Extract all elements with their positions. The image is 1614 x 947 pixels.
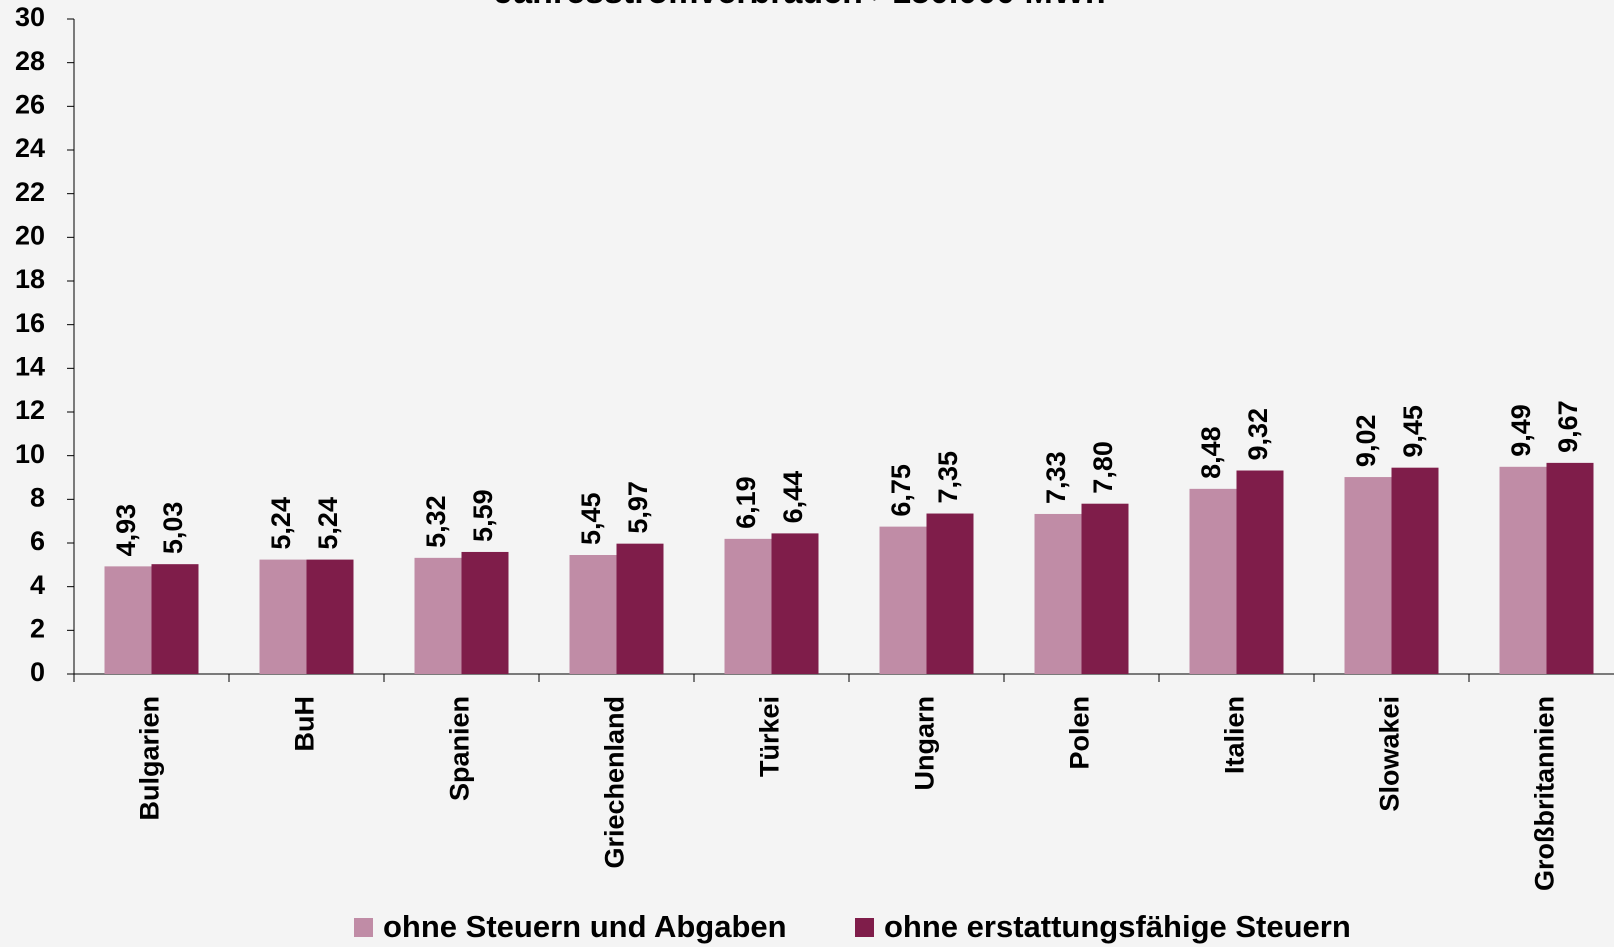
data-label: 9,45 <box>1398 405 1428 458</box>
y-tick-label: 8 <box>30 482 45 512</box>
x-tick-label: Großbritannien <box>1530 696 1560 891</box>
bar <box>724 538 772 674</box>
data-label: 5,24 <box>313 497 343 550</box>
data-label: 5,97 <box>623 481 653 534</box>
x-tick-label: Ungarn <box>910 696 940 791</box>
bar <box>926 513 974 674</box>
bar <box>1081 503 1129 674</box>
y-tick-label: 4 <box>30 570 45 600</box>
x-tick-label: Bulgarien <box>135 696 165 821</box>
legend-swatch <box>354 918 373 937</box>
data-label: 6,75 <box>886 464 916 517</box>
data-label: 7,33 <box>1041 451 1071 504</box>
x-tick-label: Türkei <box>755 696 785 777</box>
chart-title: Jahresstromverbrauch >150.000 MWh <box>494 0 1105 11</box>
legend-label: ohne erstattungsfähige Steuern <box>884 909 1351 944</box>
data-label: 5,03 <box>158 502 188 555</box>
data-label: 8,48 <box>1196 426 1226 479</box>
x-tick-label: Griechenland <box>600 696 630 869</box>
y-tick-label: 24 <box>15 133 45 163</box>
y-tick-label: 0 <box>30 657 45 687</box>
y-tick-label: 12 <box>15 395 45 425</box>
bar <box>1236 470 1284 674</box>
data-label: 9,02 <box>1351 415 1381 468</box>
bar <box>1034 513 1082 674</box>
bar <box>879 526 927 674</box>
x-tick-label: Spanien <box>445 696 475 801</box>
bar <box>414 557 462 674</box>
legend-swatch <box>855 918 874 937</box>
y-tick-label: 22 <box>15 177 45 207</box>
data-label: 6,19 <box>731 476 761 529</box>
y-tick-label: 18 <box>15 264 45 294</box>
data-label: 6,44 <box>778 471 808 524</box>
data-label: 5,59 <box>468 489 498 542</box>
bar <box>461 551 509 674</box>
y-tick-label: 10 <box>15 439 45 469</box>
bar <box>616 543 664 674</box>
bar <box>151 564 199 674</box>
y-tick-label: 20 <box>15 220 45 250</box>
x-tick-label: Polen <box>1065 696 1095 770</box>
y-tick-label: 28 <box>15 46 45 76</box>
bar <box>771 533 819 674</box>
y-tick-label: 30 <box>15 2 45 32</box>
y-tick-label: 16 <box>15 308 45 338</box>
data-label: 5,45 <box>576 492 606 545</box>
y-tick-label: 6 <box>30 526 45 556</box>
y-tick-label: 26 <box>15 89 45 119</box>
data-label: 7,35 <box>933 451 963 504</box>
data-label: 9,32 <box>1243 408 1273 461</box>
data-label: 7,80 <box>1088 441 1118 494</box>
bar <box>259 559 307 674</box>
bar <box>569 555 617 674</box>
bar <box>1344 477 1392 674</box>
legend-label: ohne Steuern und Abgaben <box>383 909 787 944</box>
y-tick-label: 2 <box>30 613 45 643</box>
data-label: 4,93 <box>111 504 141 557</box>
bar <box>1499 466 1547 674</box>
data-label: 5,32 <box>421 495 451 548</box>
data-label: 9,49 <box>1506 404 1536 457</box>
bar <box>306 559 354 674</box>
bar <box>1189 488 1237 674</box>
x-tick-label: BuH <box>290 696 320 752</box>
bar <box>1391 467 1439 674</box>
x-tick-label: Slowakei <box>1375 696 1405 812</box>
data-label: 5,24 <box>266 497 296 550</box>
x-tick-label: Italien <box>1220 696 1250 774</box>
bar <box>1546 462 1594 674</box>
bar <box>104 566 152 674</box>
data-label: 9,67 <box>1553 400 1583 453</box>
y-tick-label: 14 <box>15 351 45 381</box>
